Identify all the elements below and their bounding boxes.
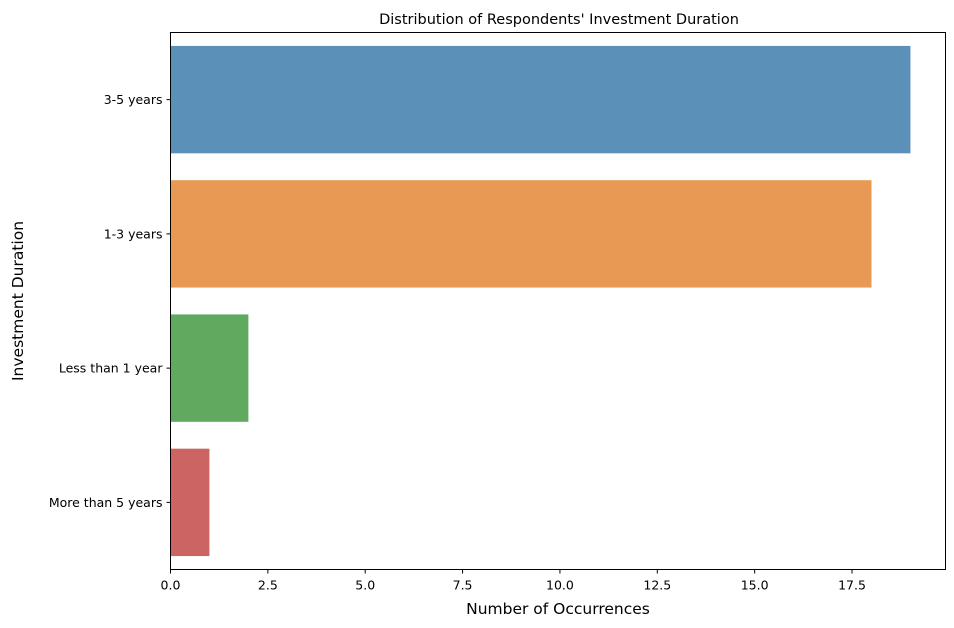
x-tick-label: 0.0 <box>161 578 181 593</box>
x-tick-label: 15.0 <box>741 578 769 593</box>
plot-frame <box>170 32 946 570</box>
y-tick-label: 1-3 years <box>104 226 163 241</box>
bar-1-3-years <box>170 180 872 288</box>
x-tick-label: 2.5 <box>258 578 278 593</box>
y-axis-label: Investment Duration <box>9 221 27 381</box>
x-tick-label: 7.5 <box>453 578 473 593</box>
x-tick-label: 10.0 <box>546 578 574 593</box>
x-tick-label: 5.0 <box>355 578 375 593</box>
y-tick-label: More than 5 years <box>49 495 163 510</box>
bar-less-than-1-year <box>170 314 249 422</box>
x-axis-label: Number of Occurrences <box>466 600 650 618</box>
x-tick-label: 12.5 <box>643 578 671 593</box>
x-tick-label: 17.5 <box>838 578 866 593</box>
bar-more-than-5-years <box>170 448 210 557</box>
y-tick-label: Less than 1 year <box>59 361 163 376</box>
chart-title: Distribution of Respondents' Investment … <box>379 12 739 28</box>
bar-3-5-years <box>170 45 911 154</box>
y-tick-label: 3-5 years <box>104 92 163 107</box>
